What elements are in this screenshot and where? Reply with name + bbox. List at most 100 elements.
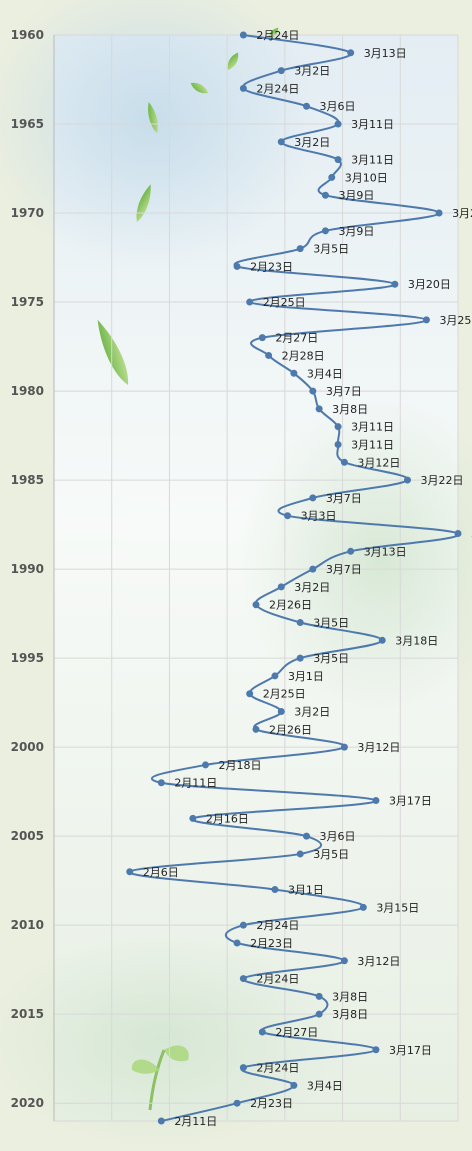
- data-point: [239, 31, 247, 39]
- data-label: 3月11日: [351, 438, 394, 451]
- series-line: [128, 34, 460, 1122]
- y-tick-label: 2000: [11, 740, 44, 754]
- data-point: [258, 1028, 266, 1036]
- data-point: [239, 921, 247, 929]
- data-label: 2月23日: [250, 260, 293, 273]
- data-label: 2月24日: [256, 919, 299, 932]
- y-tick-label: 1980: [11, 384, 44, 398]
- data-label: 3月4日: [307, 1079, 343, 1092]
- y-tick-label: 1965: [11, 117, 44, 131]
- data-point: [435, 209, 443, 217]
- data-label: 3月4日: [307, 367, 343, 380]
- data-label: 2月23日: [250, 1097, 293, 1110]
- data-point: [309, 387, 317, 395]
- data-point: [271, 886, 279, 894]
- data-point: [296, 850, 304, 858]
- data-label: 3月12日: [357, 456, 400, 469]
- data-label: 2月11日: [174, 777, 217, 790]
- data-point: [157, 779, 165, 787]
- y-tick-label: 1960: [11, 28, 44, 42]
- data-label: 3月5日: [313, 848, 349, 861]
- data-label: 3月15日: [376, 901, 419, 914]
- data-point: [189, 814, 197, 822]
- data-point: [321, 227, 329, 235]
- y-tick-label: 2020: [11, 1096, 44, 1110]
- data-label: 3月8日: [332, 990, 368, 1003]
- data-point: [303, 832, 310, 840]
- data-label: 2月11日: [174, 1115, 217, 1128]
- data-point: [309, 494, 317, 502]
- data-point: [309, 565, 317, 573]
- data-point: [157, 1117, 165, 1125]
- data-point: [258, 334, 266, 342]
- data-label: 3月1日: [288, 884, 324, 897]
- data-label: 3月20日: [408, 278, 451, 291]
- data-label: 3月17日: [389, 795, 432, 808]
- data-point: [290, 369, 298, 377]
- data-point: [246, 690, 254, 698]
- data-point: [378, 636, 386, 644]
- data-label: 3月11日: [351, 118, 394, 131]
- data-point: [296, 245, 304, 253]
- data-point: [404, 476, 411, 484]
- data-label: 3月5日: [313, 617, 349, 630]
- data-label: 2月24日: [256, 1062, 299, 1075]
- data-point: [372, 797, 380, 805]
- data-point: [239, 1064, 247, 1072]
- sprout-icon: [131, 1045, 189, 1111]
- data-label: 3月1日: [288, 670, 324, 683]
- data-point: [334, 423, 342, 431]
- data-label: 3月17日: [389, 1044, 432, 1057]
- data-label: 3月13日: [364, 47, 407, 60]
- data-point: [296, 654, 304, 662]
- data-label: 3月9日: [338, 189, 374, 202]
- data-point: [233, 262, 241, 270]
- data-point: [334, 440, 342, 448]
- data-point: [277, 67, 285, 75]
- data-label: 3月12日: [357, 741, 400, 754]
- leaf-icon: [227, 52, 239, 70]
- data-point: [372, 1046, 380, 1054]
- data-point: [359, 903, 367, 911]
- data-point: [252, 725, 260, 733]
- data-label: 2月18日: [219, 759, 262, 772]
- y-tick-label: 2015: [11, 1007, 44, 1021]
- y-tick-label: 1990: [11, 562, 44, 576]
- data-label: 2月23日: [250, 937, 293, 950]
- data-label: 3月11日: [351, 421, 394, 434]
- data-point: [246, 298, 254, 306]
- data-label: 3月2日: [294, 581, 330, 594]
- data-point: [126, 868, 134, 876]
- data-point: [202, 761, 209, 769]
- data-point: [340, 743, 348, 751]
- data-label: 2月27日: [275, 1026, 318, 1039]
- y-tick-label: 1975: [11, 295, 44, 309]
- leaf-icon: [190, 82, 208, 94]
- data-point: [290, 1081, 298, 1089]
- data-label: 2月27日: [275, 332, 318, 345]
- data-point: [454, 529, 462, 537]
- data-point: [321, 191, 329, 199]
- data-point: [239, 975, 247, 983]
- data-point: [277, 583, 285, 591]
- data-point: [271, 672, 279, 680]
- data-label: 3月13日: [364, 545, 407, 558]
- data-point: [277, 138, 285, 146]
- data-point: [303, 102, 310, 110]
- data-label: 2月24日: [256, 82, 299, 95]
- data-point: [340, 458, 348, 466]
- y-tick-label: 2010: [11, 918, 44, 932]
- data-label: 3月10日: [345, 171, 388, 184]
- data-point: [334, 156, 342, 164]
- data-point: [347, 547, 355, 555]
- data-label: 2月25日: [263, 688, 306, 701]
- data-label: 3月7日: [326, 385, 362, 398]
- data-point: [277, 708, 285, 716]
- leaf-icon: [268, 27, 279, 40]
- data-point: [315, 405, 323, 413]
- data-label: 2月16日: [206, 812, 249, 825]
- data-point: [334, 120, 342, 128]
- data-point: [252, 601, 260, 609]
